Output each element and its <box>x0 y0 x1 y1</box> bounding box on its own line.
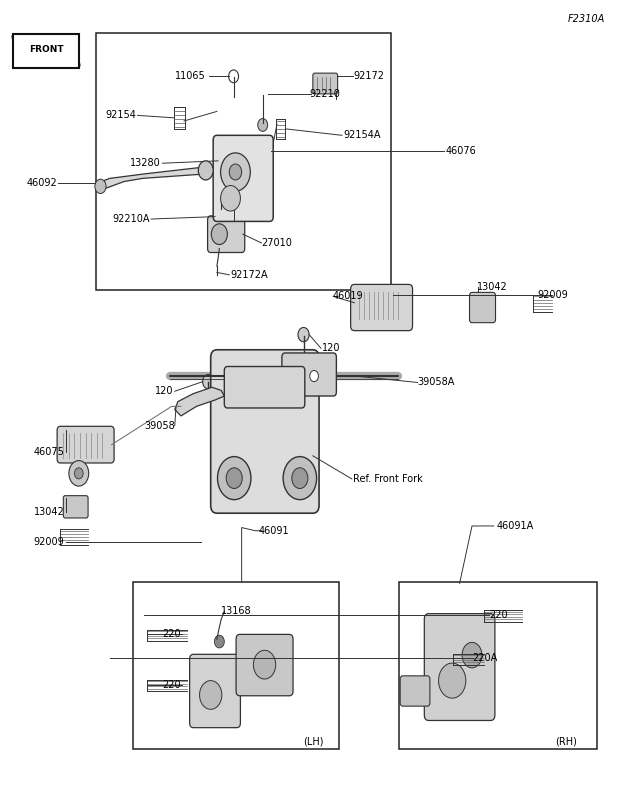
Circle shape <box>310 370 318 382</box>
Circle shape <box>218 457 251 500</box>
Text: FRONT: FRONT <box>29 45 63 54</box>
Circle shape <box>95 179 106 194</box>
Circle shape <box>69 461 89 486</box>
Text: 220: 220 <box>162 630 181 639</box>
Text: 27010: 27010 <box>261 238 292 248</box>
Bar <box>399 582 597 749</box>
FancyBboxPatch shape <box>57 426 114 463</box>
FancyBboxPatch shape <box>63 496 88 518</box>
Text: 46092: 46092 <box>26 178 57 188</box>
Text: 46091: 46091 <box>259 526 289 536</box>
Text: 13042: 13042 <box>34 506 65 517</box>
FancyBboxPatch shape <box>313 73 338 94</box>
Circle shape <box>211 224 228 245</box>
Text: 92210A: 92210A <box>113 214 150 224</box>
Circle shape <box>226 468 242 489</box>
Text: 46019: 46019 <box>333 291 363 302</box>
FancyBboxPatch shape <box>190 654 241 728</box>
Text: 46091A: 46091A <box>497 521 534 531</box>
Text: 46076: 46076 <box>446 146 476 156</box>
Circle shape <box>253 650 276 679</box>
Circle shape <box>462 642 482 668</box>
Text: 92172: 92172 <box>353 71 384 82</box>
Circle shape <box>203 374 214 389</box>
Text: (RH): (RH) <box>555 736 577 746</box>
Circle shape <box>221 186 241 211</box>
Text: 220: 220 <box>490 610 508 620</box>
Circle shape <box>258 118 267 131</box>
Circle shape <box>229 70 239 82</box>
Circle shape <box>198 161 213 180</box>
Bar <box>133 582 340 749</box>
Text: 39058: 39058 <box>144 421 175 430</box>
FancyBboxPatch shape <box>400 676 430 706</box>
Text: 13168: 13168 <box>221 606 252 616</box>
Bar <box>12 34 80 67</box>
Text: 220: 220 <box>162 680 181 690</box>
Circle shape <box>75 468 83 479</box>
FancyBboxPatch shape <box>208 216 244 253</box>
Bar <box>96 34 391 290</box>
Text: 92210: 92210 <box>310 89 341 99</box>
FancyBboxPatch shape <box>236 634 293 696</box>
Text: 11065: 11065 <box>175 71 206 82</box>
FancyBboxPatch shape <box>424 614 495 721</box>
Text: 92172A: 92172A <box>231 270 268 280</box>
Text: 120: 120 <box>155 386 174 396</box>
Text: 220A: 220A <box>472 654 497 663</box>
Text: 13280: 13280 <box>131 158 161 168</box>
FancyBboxPatch shape <box>225 366 305 408</box>
Circle shape <box>221 153 250 191</box>
Text: 13042: 13042 <box>477 282 508 292</box>
Text: 92154A: 92154A <box>343 130 381 140</box>
FancyBboxPatch shape <box>470 292 496 322</box>
Text: Ref. Front Fork: Ref. Front Fork <box>353 474 423 484</box>
Circle shape <box>215 635 225 648</box>
Polygon shape <box>100 167 212 191</box>
Circle shape <box>200 681 222 710</box>
Text: 39058A: 39058A <box>417 378 455 387</box>
FancyBboxPatch shape <box>282 353 337 396</box>
Circle shape <box>230 164 242 180</box>
Text: 92154: 92154 <box>106 110 136 120</box>
Circle shape <box>439 663 466 698</box>
Circle shape <box>215 209 228 225</box>
Text: 92009: 92009 <box>34 537 65 547</box>
Circle shape <box>292 468 308 489</box>
Text: 120: 120 <box>322 343 341 353</box>
FancyBboxPatch shape <box>213 135 273 222</box>
Circle shape <box>283 457 317 500</box>
Text: 92009: 92009 <box>537 290 569 300</box>
FancyBboxPatch shape <box>351 285 412 330</box>
Text: (LH): (LH) <box>303 736 323 746</box>
Text: 46075: 46075 <box>34 447 65 457</box>
Polygon shape <box>175 387 225 416</box>
Circle shape <box>298 327 309 342</box>
FancyBboxPatch shape <box>211 350 319 514</box>
Text: F2310A: F2310A <box>568 14 605 24</box>
